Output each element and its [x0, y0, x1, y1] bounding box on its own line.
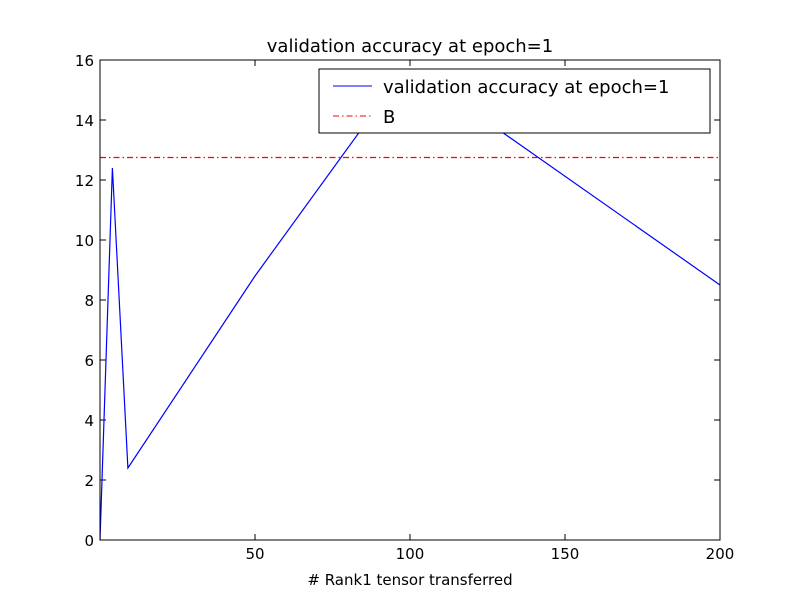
y-tick-label: 16 — [75, 52, 94, 70]
x-tick-label: 150 — [551, 545, 580, 563]
y-tick-label: 2 — [84, 472, 94, 490]
y-tick-label: 8 — [84, 292, 94, 310]
x-tick-label: 50 — [245, 545, 264, 563]
legend-box — [318, 68, 711, 134]
y-tick-label: 4 — [84, 412, 94, 430]
x-tick-label: 200 — [706, 545, 735, 563]
chart-title: validation accuracy at epoch=1 — [267, 36, 553, 57]
x-tick-label: 100 — [396, 545, 425, 563]
y-tick-label: 10 — [75, 232, 94, 250]
y-tick-label: 12 — [75, 172, 94, 190]
legend-label-accuracy: validation accuracy at epoch=1 — [383, 77, 669, 98]
x-axis-label: # Rank1 tensor transferred — [307, 571, 512, 589]
legend-label-b: B — [383, 107, 395, 128]
y-tick-label: 0 — [84, 532, 94, 550]
y-tick-label: 14 — [75, 112, 94, 130]
plot-frame — [99, 59, 721, 541]
axis-ticks: 0 2 4 6 8 10 12 14 16 50 100 150 200 — [75, 52, 734, 563]
y-tick-label: 6 — [84, 352, 94, 370]
legend: validation accuracy at epoch=1 B — [318, 68, 711, 134]
